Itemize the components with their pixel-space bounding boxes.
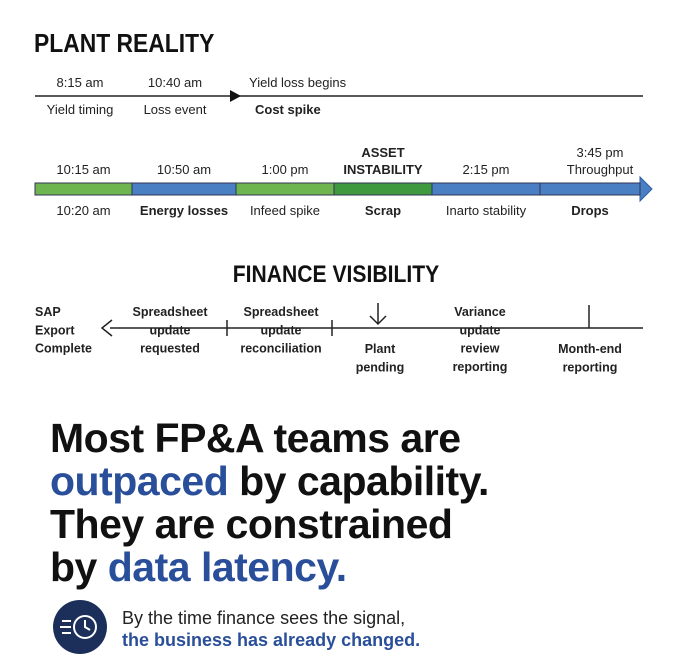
bar-segment [131, 182, 237, 196]
step-label: Variance [454, 305, 505, 319]
event-label: Scrap [365, 203, 401, 218]
headline-part: data latency. [108, 544, 347, 590]
event-label: Cost spike [255, 102, 321, 117]
step-label: Spreadsheet [132, 305, 208, 319]
step-label: Complete [35, 342, 92, 356]
event-label: 10:20 am [56, 203, 110, 218]
step-label: reporting [453, 360, 508, 374]
step-label: update [261, 323, 302, 337]
step-label: update [150, 323, 191, 337]
step-label: Month-end [558, 342, 622, 356]
step-label: pending [356, 360, 405, 374]
event-label: Drops [571, 203, 609, 218]
footer-text: the business has already changed. [122, 630, 420, 650]
event-label: Loss event [144, 102, 207, 117]
headline-part: outpaced [50, 458, 228, 504]
clock-icon [60, 620, 91, 634]
time-label: 3:45 pm [577, 145, 624, 160]
bar-arrow [639, 175, 653, 203]
headline-part: Most FP&A teams are [50, 415, 461, 461]
step-label: reconciliation [240, 342, 321, 356]
bar-segment [333, 182, 433, 196]
step-label: Plant [365, 342, 396, 356]
step-label: review [461, 342, 500, 356]
down-arrow [369, 315, 387, 326]
bar-segment [235, 182, 335, 196]
time-label: 10:50 am [157, 162, 211, 177]
finance-arrow [100, 319, 113, 337]
time-label: Throughput [567, 162, 634, 177]
step-label: Export [35, 323, 75, 337]
headline: Most FP&A teams are [50, 415, 461, 461]
section-title: PLANT REALITY [34, 30, 214, 59]
time-label: 10:15 am [56, 162, 110, 177]
section-title: FINANCE VISIBILITY [233, 261, 439, 288]
footer-text: By the time finance sees the signal, [122, 608, 405, 628]
step-label: update [460, 323, 501, 337]
headline-part: by capability. [228, 458, 489, 504]
step-label: SAP [35, 305, 61, 319]
step-label: reporting [563, 360, 618, 374]
step-label: requested [140, 342, 200, 356]
timeline-arrow [230, 90, 241, 102]
time-label: 1:00 pm [262, 162, 309, 177]
event-label: Energy losses [140, 203, 228, 218]
headline: outpaced by capability. [50, 458, 489, 504]
headline: by data latency. [50, 544, 347, 590]
headline-part: by [50, 544, 108, 590]
time-label: 8:15 am [57, 75, 104, 90]
time-label: 10:40 am [148, 75, 202, 90]
time-label: ASSET [361, 145, 404, 160]
headline-part: They are constrained [50, 501, 452, 547]
bar-segment [34, 182, 133, 196]
step-label: Spreadsheet [243, 305, 319, 319]
bar-segment [431, 182, 541, 196]
time-label: 2:15 pm [463, 162, 510, 177]
time-label: INSTABILITY [343, 162, 423, 177]
clock-icon [53, 600, 107, 654]
time-label: Yield loss begins [249, 75, 347, 90]
clock-icon [73, 615, 97, 639]
headline: They are constrained [50, 501, 452, 547]
event-label: Inarto stability [446, 203, 527, 218]
event-label: Infeed spike [250, 203, 320, 218]
bar-segment [539, 182, 641, 196]
event-label: Yield timing [47, 102, 114, 117]
